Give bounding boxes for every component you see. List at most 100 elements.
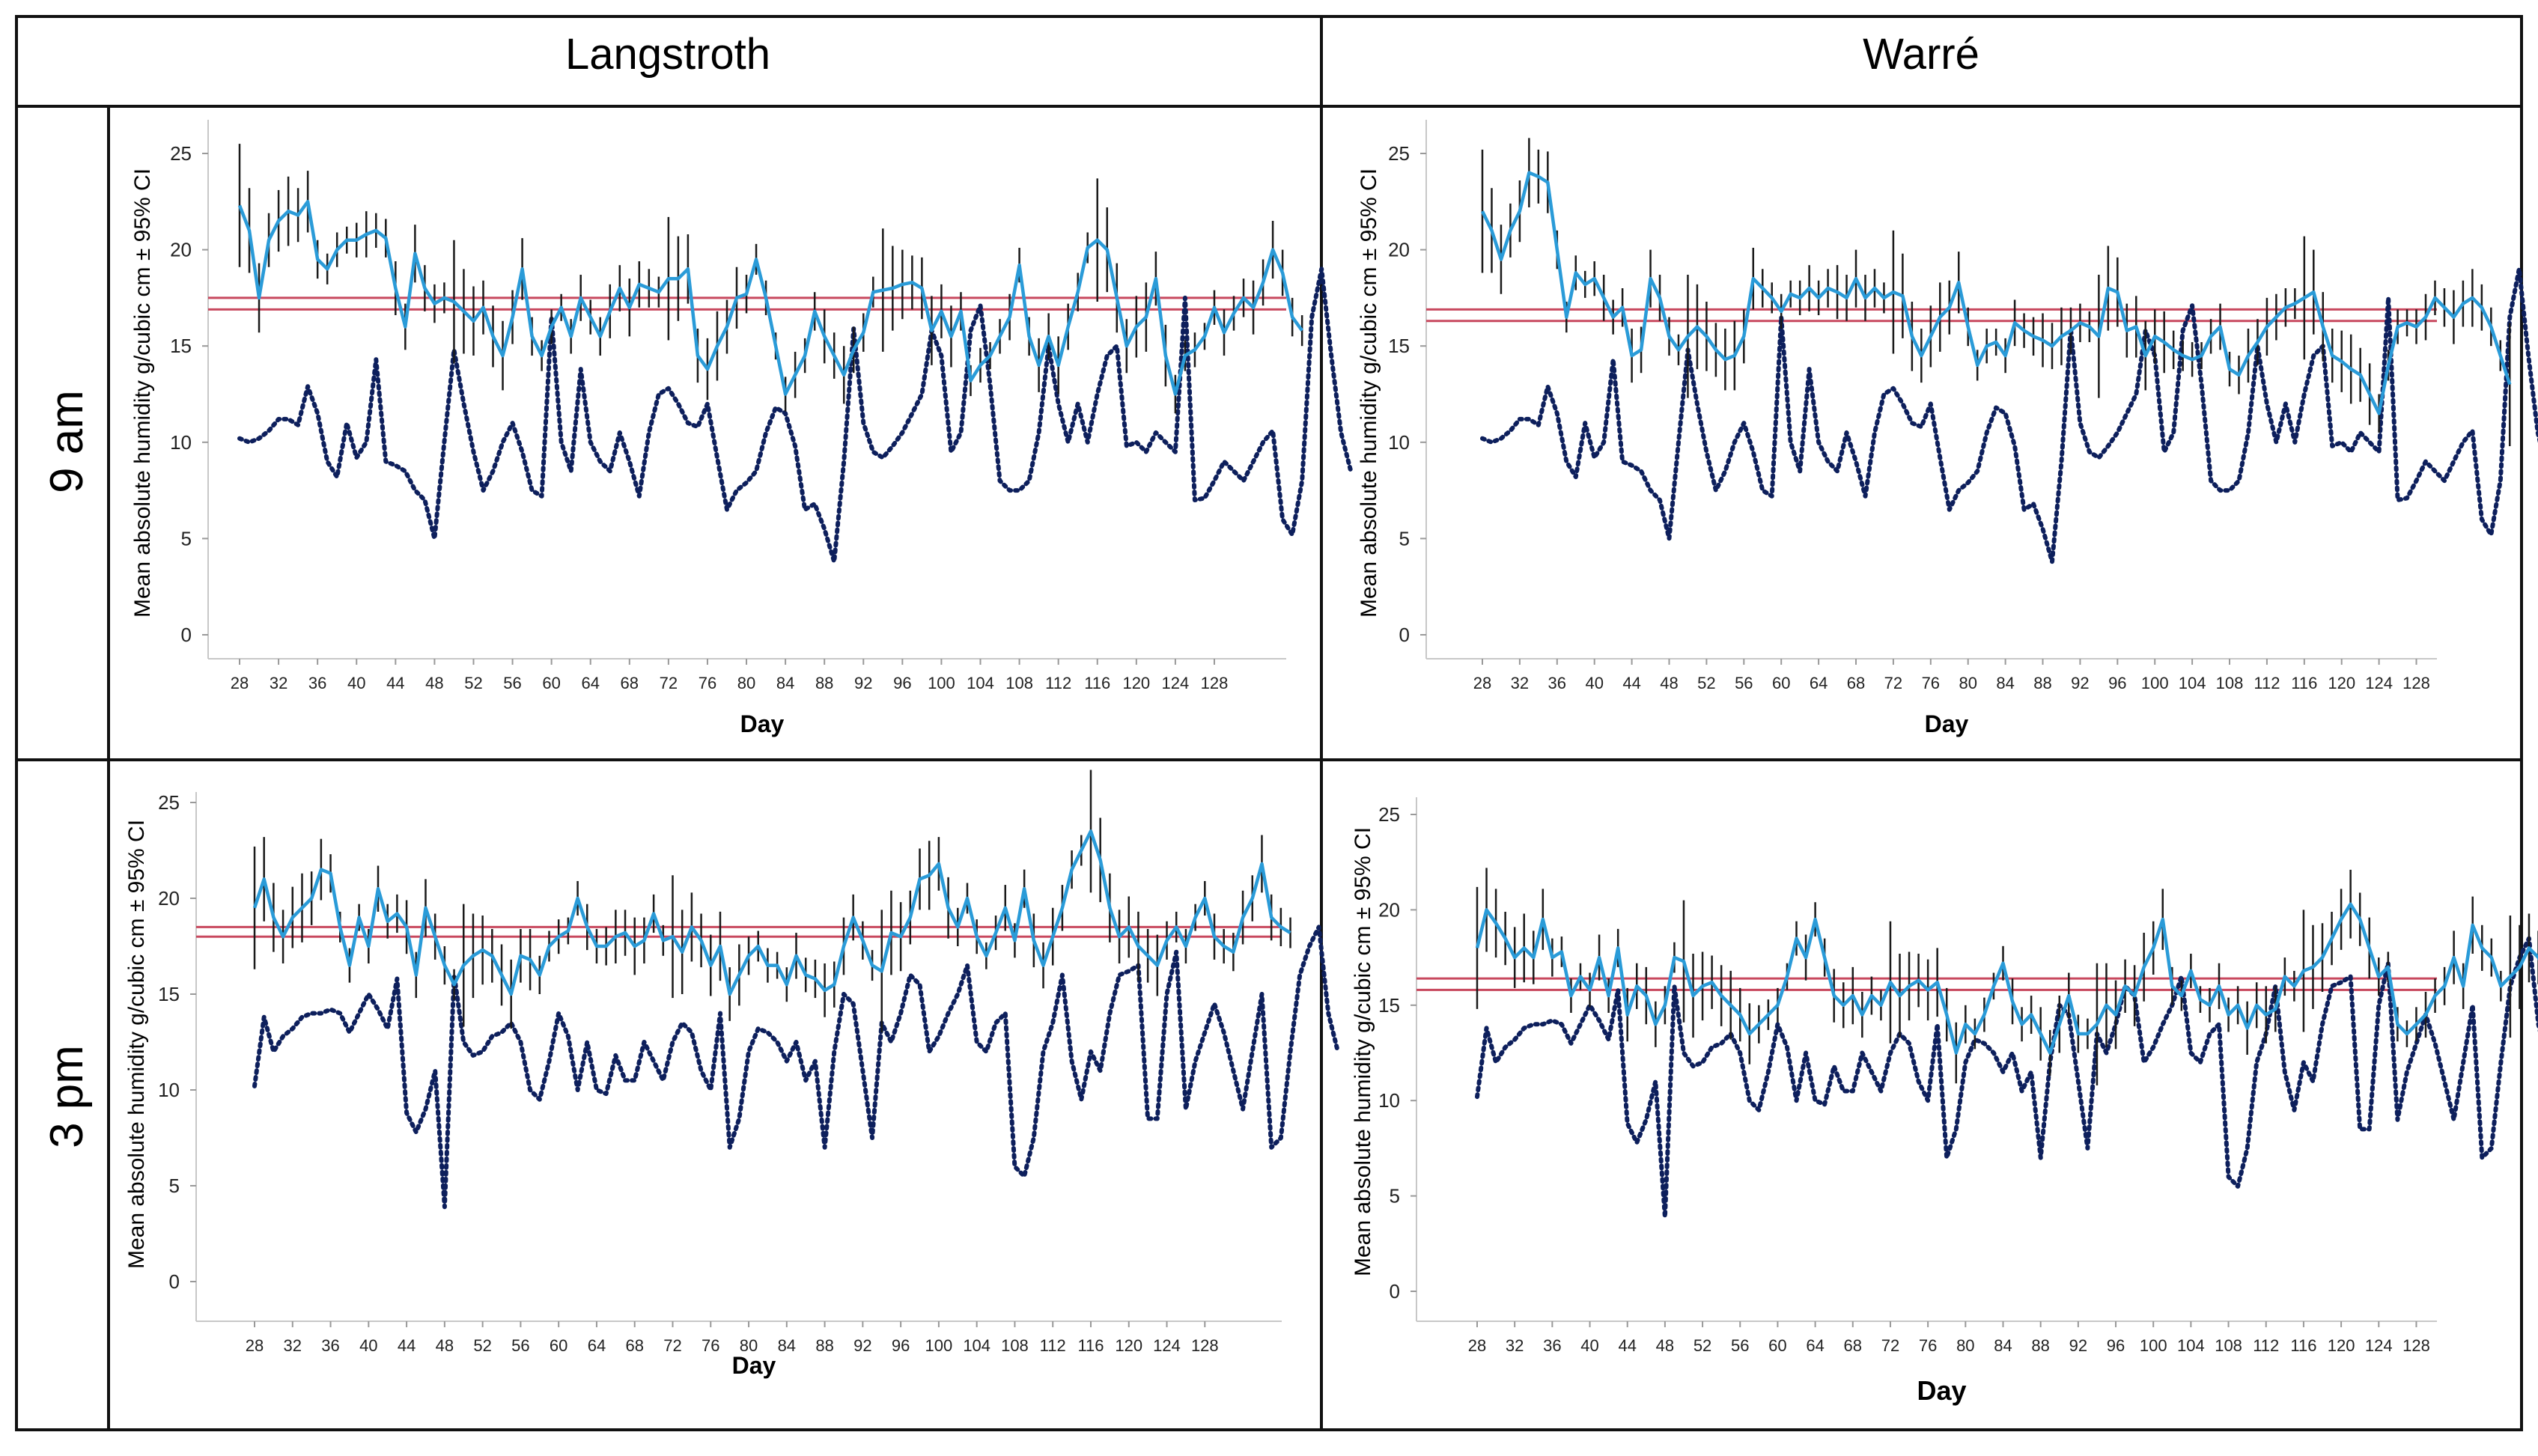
y-tick-label: 20 <box>170 239 192 261</box>
x-tick-label: 116 <box>1077 1336 1104 1355</box>
x-tick-label: 28 <box>1473 674 1491 692</box>
x-tick-label: 88 <box>2031 1336 2049 1355</box>
y-tick-label: 0 <box>1399 624 1410 646</box>
x-tick-label: 104 <box>963 1336 990 1355</box>
x-axis-label: Day <box>732 1352 776 1379</box>
row-header-9am: 9 am <box>41 390 93 493</box>
x-tick-label: 120 <box>2328 1336 2355 1355</box>
x-tick-label: 32 <box>1506 1336 1524 1355</box>
x-tick-label: 48 <box>436 1336 454 1355</box>
y-axis-label: Mean absolute humidity g/cubic cm ± 95% … <box>1351 827 1375 1276</box>
x-tick-label: 88 <box>815 674 833 692</box>
x-tick-label: 68 <box>621 674 639 692</box>
x-tick-label: 96 <box>2108 674 2126 692</box>
ambient-series-line <box>237 266 1354 564</box>
x-axis-label: Day <box>740 710 785 737</box>
x-tick-label: 108 <box>1001 1336 1029 1355</box>
x-tick-label: 124 <box>2365 674 2393 692</box>
x-axis-label: Day <box>1925 710 1969 737</box>
x-tick-label: 100 <box>2140 1336 2167 1355</box>
x-tick-label: 56 <box>511 1336 529 1355</box>
x-tick-label: 52 <box>1697 674 1715 692</box>
x-tick-label: 36 <box>321 1336 339 1355</box>
x-tick-label: 44 <box>398 1336 416 1355</box>
y-tick-label: 10 <box>1378 1089 1400 1112</box>
y-tick-label: 5 <box>1390 1185 1400 1207</box>
x-axis-label: Day <box>1917 1375 1966 1406</box>
x-tick-label: 52 <box>464 674 482 692</box>
x-tick-label: 116 <box>2290 1336 2316 1355</box>
x-tick-label: 72 <box>663 1336 681 1355</box>
x-tick-label: 28 <box>246 1336 264 1355</box>
mean-series-line <box>237 200 1304 396</box>
x-tick-label: 64 <box>588 1336 606 1355</box>
x-tick-label: 80 <box>1959 674 1976 692</box>
chart-warre-3pm: 0 5 10 15 20 25 28 32 36 40 44 48 52 56 60 64 68 72 76 80 84… <box>1351 797 2538 1406</box>
ambient-series-line <box>1480 266 2538 564</box>
x-tick-label: 48 <box>425 674 443 692</box>
x-tick-label: 120 <box>1122 674 1150 692</box>
x-tick-label: 92 <box>854 674 872 692</box>
y-tick-label: 5 <box>181 527 192 549</box>
x-tick-label: 36 <box>1543 1336 1561 1355</box>
x-tick-label: 76 <box>699 674 716 692</box>
y-tick-label: 25 <box>1378 803 1400 826</box>
x-tick-label: 104 <box>2179 674 2206 692</box>
y-tick-label: 5 <box>1399 527 1410 549</box>
x-tick-label: 104 <box>967 674 994 692</box>
x-tick-label: 88 <box>2033 674 2051 692</box>
x-tick-label: 96 <box>892 1336 910 1355</box>
x-tick-label: 68 <box>625 1336 643 1355</box>
x-tick-label: 100 <box>928 674 955 692</box>
y-tick-label: 25 <box>158 791 180 814</box>
x-tick-label: 128 <box>1191 1336 1219 1355</box>
x-tick-label: 112 <box>1045 674 1071 692</box>
x-tick-label: 40 <box>359 1336 377 1355</box>
x-tick-label: 36 <box>1548 674 1566 692</box>
x-tick-label: 108 <box>2216 674 2244 692</box>
y-tick-label: 10 <box>1388 431 1410 454</box>
ambient-series-line <box>1475 936 2538 1219</box>
x-tick-label: 52 <box>473 1336 491 1355</box>
x-tick-label: 128 <box>1201 674 1229 692</box>
x-tick-label: 128 <box>2402 674 2430 692</box>
ambient-series-line <box>252 925 1340 1210</box>
y-tick-label: 20 <box>1378 898 1400 921</box>
x-tick-label: 60 <box>1768 1336 1786 1355</box>
y-tick-label: 5 <box>169 1175 180 1197</box>
y-tick-label: 15 <box>158 983 180 1005</box>
x-tick-label: 40 <box>1580 1336 1598 1355</box>
x-tick-label: 80 <box>740 1336 758 1355</box>
x-tick-label: 80 <box>1956 1336 1974 1355</box>
y-tick-label: 25 <box>1388 142 1410 165</box>
x-tick-label: 112 <box>1040 1336 1066 1355</box>
x-tick-label: 60 <box>542 674 560 692</box>
x-tick-label: 84 <box>1996 674 2014 692</box>
y-tick-label: 0 <box>169 1270 180 1293</box>
x-tick-label: 64 <box>1810 674 1828 692</box>
y-axis-label: Mean absolute humidity g/cubic cm ± 95% … <box>130 168 155 618</box>
x-tick-label: 40 <box>347 674 365 692</box>
mean-series-line <box>252 829 1291 996</box>
y-tick-label: 25 <box>170 142 192 165</box>
x-tick-label: 56 <box>1731 1336 1749 1355</box>
x-tick-label: 32 <box>1511 674 1529 692</box>
x-tick-label: 92 <box>853 1336 871 1355</box>
x-tick-label: 104 <box>2177 1336 2205 1355</box>
row-header-3pm: 3 pm <box>41 1045 93 1148</box>
x-tick-label: 112 <box>2254 674 2280 692</box>
x-tick-label: 56 <box>503 674 521 692</box>
mean-series-line <box>1480 171 2512 415</box>
x-tick-label: 108 <box>1005 674 1033 692</box>
x-tick-label: 116 <box>2291 674 2317 692</box>
x-tick-label: 92 <box>2071 674 2089 692</box>
y-tick-label: 20 <box>158 887 180 910</box>
y-tick-label: 15 <box>1388 335 1410 357</box>
x-tick-label: 80 <box>737 674 755 692</box>
x-tick-label: 116 <box>1084 674 1110 692</box>
x-tick-label: 72 <box>1884 674 1902 692</box>
x-tick-label: 76 <box>702 1336 719 1355</box>
x-tick-label: 128 <box>2402 1336 2430 1355</box>
y-axis-label: Mean absolute humidity g/cubic cm ± 95% … <box>1357 168 1381 618</box>
x-tick-label: 120 <box>1115 1336 1142 1355</box>
